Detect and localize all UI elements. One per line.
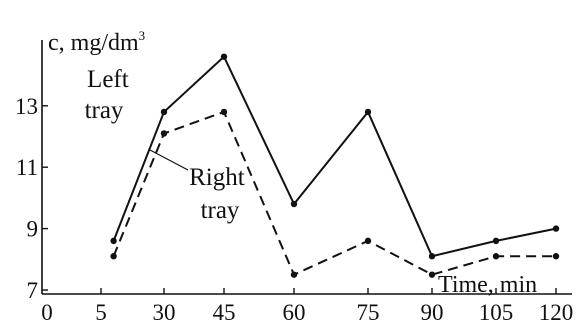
data-point-right-tray [552, 253, 560, 260]
x-tick-label: 60 [283, 300, 306, 325]
data-point-right-tray [110, 253, 117, 260]
data-point-right-tray [160, 130, 168, 137]
data-point-left-tray [220, 53, 228, 60]
y-axis-title-superscript: 3 [139, 28, 146, 43]
x-tick-label: 30 [153, 300, 176, 325]
x-axis-ticks: 0 5 30 45 60 75 90 105 120 [41, 288, 573, 325]
data-point-left-tray [428, 253, 436, 260]
chart-series [110, 53, 560, 278]
x-axis-title: Time, min [438, 272, 537, 298]
data-point-right-tray [290, 271, 298, 278]
y-tick-label: 11 [16, 155, 38, 180]
y-axis-title: c, mg/dm3 [48, 28, 145, 56]
data-point-left-tray [160, 108, 168, 116]
data-point-right-tray [428, 271, 436, 278]
x-tick-label: 120 [539, 300, 574, 325]
annotation-left-tray-line-2: tray [85, 97, 124, 124]
x-tick-label: 45 [213, 300, 236, 325]
series-annotations: Left tray Right tray [85, 66, 251, 224]
y-tick-label: 13 [15, 94, 38, 119]
x-tick-label: 5 [95, 300, 107, 325]
data-point-left-tray [364, 108, 372, 116]
annotation-right-tray-leader [149, 149, 189, 171]
series-line-right-tray [112, 110, 556, 276]
data-point-right-tray [220, 108, 228, 116]
data-point-left-tray [110, 237, 117, 245]
annotation-right-tray-line-2: tray [201, 197, 240, 224]
annotation-left-tray-line-1: Left [87, 66, 129, 93]
data-point-left-tray [290, 200, 298, 208]
annotation-right-tray-line-1: Right [189, 164, 245, 191]
x-tick-label: 90 [421, 300, 444, 325]
data-point-left-tray [552, 225, 560, 232]
series-line-left-tray [112, 55, 557, 258]
annotation-left-tray: Left tray [85, 66, 135, 124]
x-tick-label: 75 [357, 300, 380, 325]
x-tick-label: 0 [41, 300, 53, 325]
annotation-right-tray: Right tray [189, 164, 251, 224]
data-point-right-tray [364, 237, 372, 245]
y-tick-label: 9 [27, 217, 39, 242]
x-tick-label: 105 [479, 300, 514, 325]
data-point-right-tray [492, 253, 500, 260]
y-axis-ticks: 7 9 11 13 [15, 94, 48, 303]
data-point-left-tray [492, 237, 500, 245]
y-tick-label: 7 [27, 278, 39, 303]
